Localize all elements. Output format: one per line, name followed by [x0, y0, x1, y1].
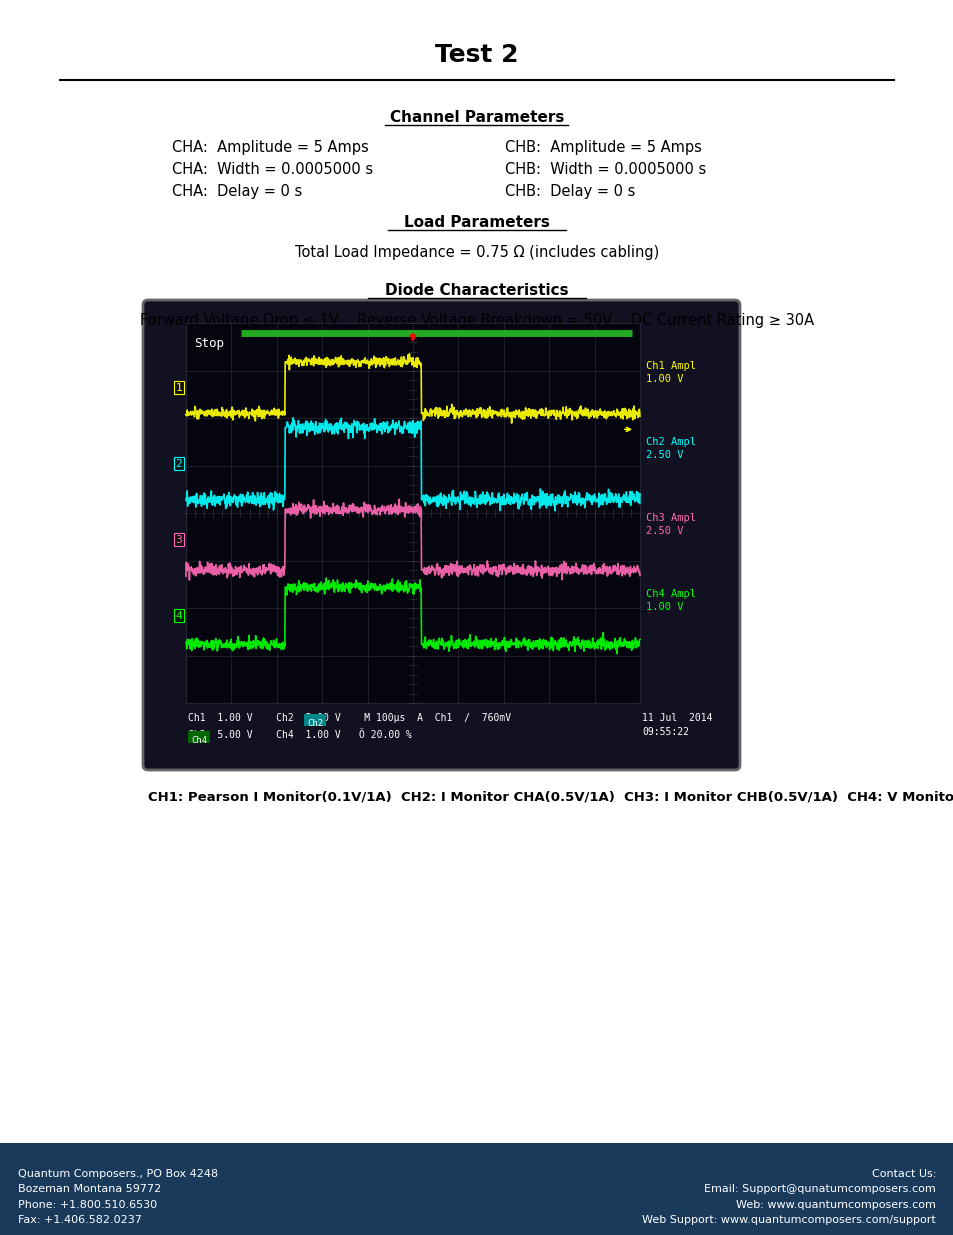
Text: Test 2: Test 2	[435, 43, 518, 67]
Text: Forward Voltage Drop ≤ 1V    Reverse Voltage Breakdown = 50V    DC Current Ratin: Forward Voltage Drop ≤ 1V Reverse Voltag…	[140, 312, 813, 329]
Text: CHB:  Delay = 0 s: CHB: Delay = 0 s	[504, 184, 635, 199]
Text: Ch4 Ampl
1.00 V: Ch4 Ampl 1.00 V	[645, 589, 696, 613]
Text: Contact Us:
Email: Support@qunatumcomposers.com
Web: www.quantumcomposers.com
We: Contact Us: Email: Support@qunatumcompos…	[641, 1168, 935, 1225]
Text: Channel Parameters: Channel Parameters	[390, 110, 563, 125]
Text: Ch2 Ampl
2.50 V: Ch2 Ampl 2.50 V	[645, 437, 696, 459]
Text: Ch1  1.00 V    Ch2  5.00 V    M 100μs  A  Ch1  /  760mV: Ch1 1.00 V Ch2 5.00 V M 100μs A Ch1 / 76…	[188, 713, 511, 722]
Text: Load Parameters: Load Parameters	[404, 215, 549, 230]
Text: Stop: Stop	[193, 337, 224, 350]
Text: 1: 1	[175, 383, 182, 393]
Text: CHA:  Delay = 0 s: CHA: Delay = 0 s	[172, 184, 302, 199]
Text: Ch1 Ampl
1.00 V: Ch1 Ampl 1.00 V	[645, 361, 696, 384]
Text: Diode Characteristics: Diode Characteristics	[385, 283, 568, 298]
FancyBboxPatch shape	[304, 714, 326, 726]
FancyBboxPatch shape	[143, 300, 740, 769]
Text: Ch4: Ch4	[191, 736, 207, 745]
Text: Quantum Composers., PO Box 4248
Bozeman Montana 59772
Phone: +1.800.510.6530
Fax: Quantum Composers., PO Box 4248 Bozeman …	[18, 1168, 218, 1225]
Text: CH1: Pearson I Monitor(0.1V/1A)  CH2: I Monitor CHA(0.5V/1A)  CH3: I Monitor CHB: CH1: Pearson I Monitor(0.1V/1A) CH2: I M…	[148, 790, 953, 803]
Text: CHB:  Amplitude = 5 Amps: CHB: Amplitude = 5 Amps	[504, 140, 701, 156]
FancyBboxPatch shape	[188, 731, 210, 743]
Text: Ö 20.00 %: Ö 20.00 %	[358, 730, 411, 740]
Text: CHB:  Width = 0.0005000 s: CHB: Width = 0.0005000 s	[504, 162, 705, 177]
Text: 11 Jul  2014
09:55:22: 11 Jul 2014 09:55:22	[641, 713, 712, 737]
Text: Total Load Impedance = 0.75 Ω (includes cabling): Total Load Impedance = 0.75 Ω (includes …	[294, 245, 659, 261]
Text: 3: 3	[175, 535, 182, 545]
Text: CHA:  Width = 0.0005000 s: CHA: Width = 0.0005000 s	[172, 162, 373, 177]
Text: 2: 2	[175, 458, 182, 468]
Text: CHA:  Amplitude = 5 Amps: CHA: Amplitude = 5 Amps	[172, 140, 369, 156]
Text: Ch3  5.00 V    Ch4  1.00 V: Ch3 5.00 V Ch4 1.00 V	[188, 730, 340, 740]
Bar	[0, 1144, 953, 1235]
Text: Ch3 Ampl
2.50 V: Ch3 Ampl 2.50 V	[645, 513, 696, 536]
Bar	[186, 324, 639, 703]
Text: 4: 4	[175, 610, 182, 621]
Text: Ch2: Ch2	[307, 719, 323, 727]
